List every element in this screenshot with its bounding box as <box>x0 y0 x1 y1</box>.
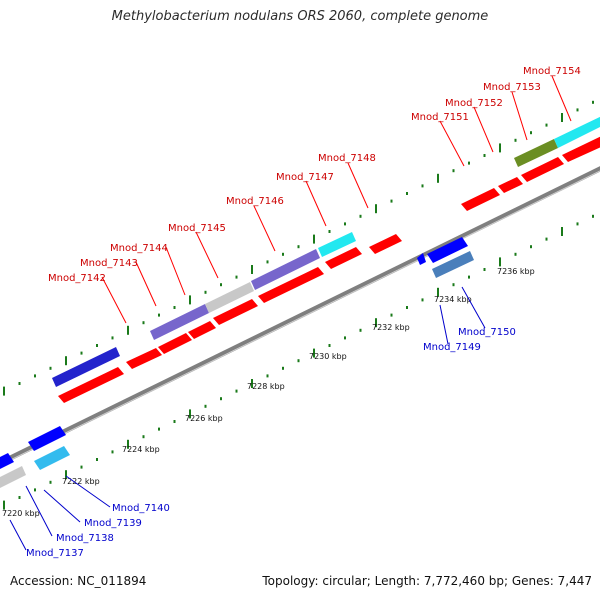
gene-arrow-forward[interactable] <box>213 299 258 325</box>
gene-block-olive[interactable] <box>514 139 558 167</box>
reverse-gene-callouts <box>9 286 486 551</box>
kbp-label: 7232 kbp <box>372 323 410 332</box>
gene-label-forward[interactable]: Mnod_7152 <box>445 98 503 109</box>
kbp-label: 7230 kbp <box>309 352 347 361</box>
forward-arrow-genes <box>58 132 600 403</box>
gene-label-forward[interactable]: Mnod_7151 <box>411 112 469 123</box>
gene-arrow-reverse[interactable] <box>0 453 14 471</box>
gene-label-reverse[interactable]: Mnod_7139 <box>84 518 142 529</box>
gene-arrow-forward[interactable] <box>521 157 564 182</box>
gene-label-reverse[interactable]: Mnod_7150 <box>458 327 516 338</box>
gene-label-forward[interactable]: Mnod_7142 <box>48 273 106 284</box>
gene-arrow-forward[interactable] <box>369 234 402 254</box>
genome-backbone <box>0 166 600 466</box>
gene-label-forward[interactable]: Mnod_7148 <box>318 153 376 164</box>
gene-label-reverse[interactable]: Mnod_7137 <box>26 548 84 559</box>
gene-label-forward[interactable]: Mnod_7147 <box>276 172 334 183</box>
gene-label-forward[interactable]: Mnod_7143 <box>80 258 138 269</box>
gene-block-gray[interactable] <box>0 466 26 491</box>
gene-arrow-reverse[interactable] <box>427 237 468 263</box>
kbp-label: 7226 kbp <box>185 414 223 423</box>
gene-label-reverse[interactable]: Mnod_7149 <box>423 342 481 353</box>
kbp-label: 7234 kbp <box>434 295 472 304</box>
gene-arrow-forward[interactable] <box>58 367 124 403</box>
gene-label-forward[interactable]: Mnod_7154 <box>523 66 581 77</box>
gene-arrow-reverse[interactable] <box>28 426 66 451</box>
reverse-arrow-genes <box>0 237 474 471</box>
gene-arrow-forward[interactable] <box>158 333 192 354</box>
kbp-label: 7228 kbp <box>247 382 285 391</box>
tick-tracks <box>3 100 594 510</box>
gene-block-lavender[interactable] <box>251 249 320 290</box>
gene-arrow-forward[interactable] <box>126 348 162 369</box>
gene-block-cyan[interactable] <box>318 232 356 257</box>
gene-block-blue[interactable] <box>52 347 120 387</box>
kbp-labels: 7220 kbp 7222 kbp 7224 kbp 7226 kbp 7228… <box>2 267 535 518</box>
gene-block-lavender[interactable] <box>150 304 209 340</box>
kbp-label: 7222 kbp <box>62 477 100 486</box>
kbp-label: 7236 kbp <box>497 267 535 276</box>
gene-label-forward[interactable]: Mnod_7144 <box>110 243 168 254</box>
gene-arrow-forward[interactable] <box>325 247 362 269</box>
gene-arrow-reverse[interactable] <box>34 446 70 470</box>
gene-arrow-reverse[interactable] <box>417 253 426 265</box>
gene-label-reverse[interactable]: Mnod_7138 <box>56 533 114 544</box>
gene-arrow-forward[interactable] <box>562 132 600 162</box>
forward-gene-labels: Mnod_7142 Mnod_7143 Mnod_7144 Mnod_7145 … <box>48 66 581 284</box>
kbp-label: 7220 kbp <box>2 509 40 518</box>
genome-title: Methylobacterium nodulans ORS 2060, comp… <box>111 9 489 24</box>
gene-label-reverse[interactable]: Mnod_7140 <box>112 503 170 514</box>
gene-arrow-forward[interactable] <box>498 177 523 193</box>
gene-arrow-forward[interactable] <box>461 188 500 211</box>
gene-label-forward[interactable]: Mnod_7153 <box>483 82 541 93</box>
gene-label-forward[interactable]: Mnod_7145 <box>168 223 226 234</box>
gene-arrow-forward[interactable] <box>188 321 216 339</box>
kbp-label: 7224 kbp <box>122 445 160 454</box>
upper-track-blocks <box>0 112 600 491</box>
reverse-gene-labels: Mnod_7137 Mnod_7138 Mnod_7139 Mnod_7140 … <box>26 327 516 559</box>
accession-text: Accession: NC_011894 <box>10 574 147 588</box>
forward-gene-callouts <box>101 75 572 324</box>
gene-label-forward[interactable]: Mnod_7146 <box>226 196 284 207</box>
gene-arrow-forward[interactable] <box>258 267 324 303</box>
gene-block-cyan[interactable] <box>554 112 600 148</box>
genome-summary-text: Topology: circular; Length: 7,772,460 bp… <box>262 574 592 588</box>
gene-block-gray[interactable] <box>205 282 254 313</box>
gene-block-steelblue[interactable] <box>432 251 474 278</box>
